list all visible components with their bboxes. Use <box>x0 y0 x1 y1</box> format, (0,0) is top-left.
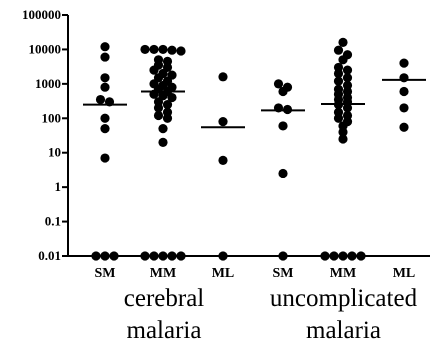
data-point <box>100 153 110 163</box>
category-label: SM <box>273 266 294 281</box>
data-point <box>278 121 288 131</box>
data-point <box>158 124 168 134</box>
category-label: ML <box>212 266 235 281</box>
data-point <box>153 110 164 121</box>
y-tick-label: 0.1 <box>45 214 61 229</box>
data-point <box>153 103 164 113</box>
y-tick-label: 100 <box>42 110 62 125</box>
data-point <box>218 251 228 261</box>
data-point <box>338 55 348 65</box>
y-tick-label: 0.01 <box>38 248 61 263</box>
y-axis-ticks: 100000 10000 1000 100 10 1 0.1 0.01 <box>22 7 68 263</box>
data-point <box>320 251 330 261</box>
data-point <box>140 251 150 261</box>
data-point <box>100 251 110 261</box>
data-point <box>149 44 159 55</box>
data-point <box>333 76 344 86</box>
data-point <box>149 251 159 261</box>
data-point <box>338 127 348 137</box>
data-point <box>333 68 344 79</box>
median-lines <box>83 78 426 129</box>
category-label: MM <box>150 266 176 281</box>
data-point <box>100 52 110 62</box>
data-point <box>162 113 173 123</box>
data-point <box>100 124 110 134</box>
category-label: ML <box>393 266 416 281</box>
data-point <box>167 45 177 55</box>
y-tick-label: 10000 <box>29 41 62 56</box>
data-point <box>399 122 409 132</box>
data-point <box>347 251 357 261</box>
group-labels: cerebral malaria uncomplicated malaria <box>124 285 418 344</box>
data-point <box>167 92 177 103</box>
data-point <box>342 65 353 75</box>
y-tick-label: 10 <box>48 145 61 160</box>
data-point <box>329 251 339 261</box>
y-tick-label: 1000 <box>35 76 61 91</box>
y-tick-label: 100000 <box>22 7 61 22</box>
data-point <box>158 137 168 147</box>
data-point <box>399 103 409 113</box>
data-point <box>218 72 228 82</box>
data-point <box>91 251 101 261</box>
data-points <box>91 37 409 261</box>
data-point <box>356 251 366 261</box>
data-point <box>176 251 186 261</box>
category-label: MM <box>330 266 356 281</box>
data-point <box>140 44 150 55</box>
data-point <box>338 37 348 48</box>
data-point <box>333 113 344 123</box>
group-label: cerebral <box>124 285 205 312</box>
data-point <box>342 73 353 83</box>
data-point <box>273 79 284 89</box>
y-tick-label: 1 <box>55 179 62 194</box>
category-label: SM <box>95 266 116 281</box>
data-point <box>95 94 106 105</box>
data-point <box>333 45 344 55</box>
data-point <box>109 251 119 261</box>
data-point <box>162 99 173 110</box>
data-point <box>278 168 288 179</box>
data-point <box>278 251 288 261</box>
data-point <box>100 73 110 83</box>
group-label: malaria <box>127 317 202 344</box>
data-point <box>176 46 186 56</box>
data-point <box>342 103 353 113</box>
data-point <box>100 42 110 52</box>
data-point <box>100 113 110 123</box>
category-labels: SM MM ML SM MM ML <box>95 266 416 281</box>
data-point <box>149 65 159 75</box>
data-point <box>399 86 409 97</box>
data-point <box>158 44 168 55</box>
data-point <box>278 86 288 97</box>
data-point <box>100 82 110 92</box>
data-point <box>338 134 348 144</box>
data-point <box>338 251 348 261</box>
group-label: uncomplicated <box>270 285 418 312</box>
group-label: malaria <box>306 317 381 344</box>
data-point <box>399 73 409 83</box>
data-point <box>399 58 409 68</box>
data-point <box>158 251 168 261</box>
data-point <box>167 251 177 261</box>
axes <box>67 15 430 257</box>
data-point <box>218 117 228 127</box>
data-point <box>218 155 228 165</box>
